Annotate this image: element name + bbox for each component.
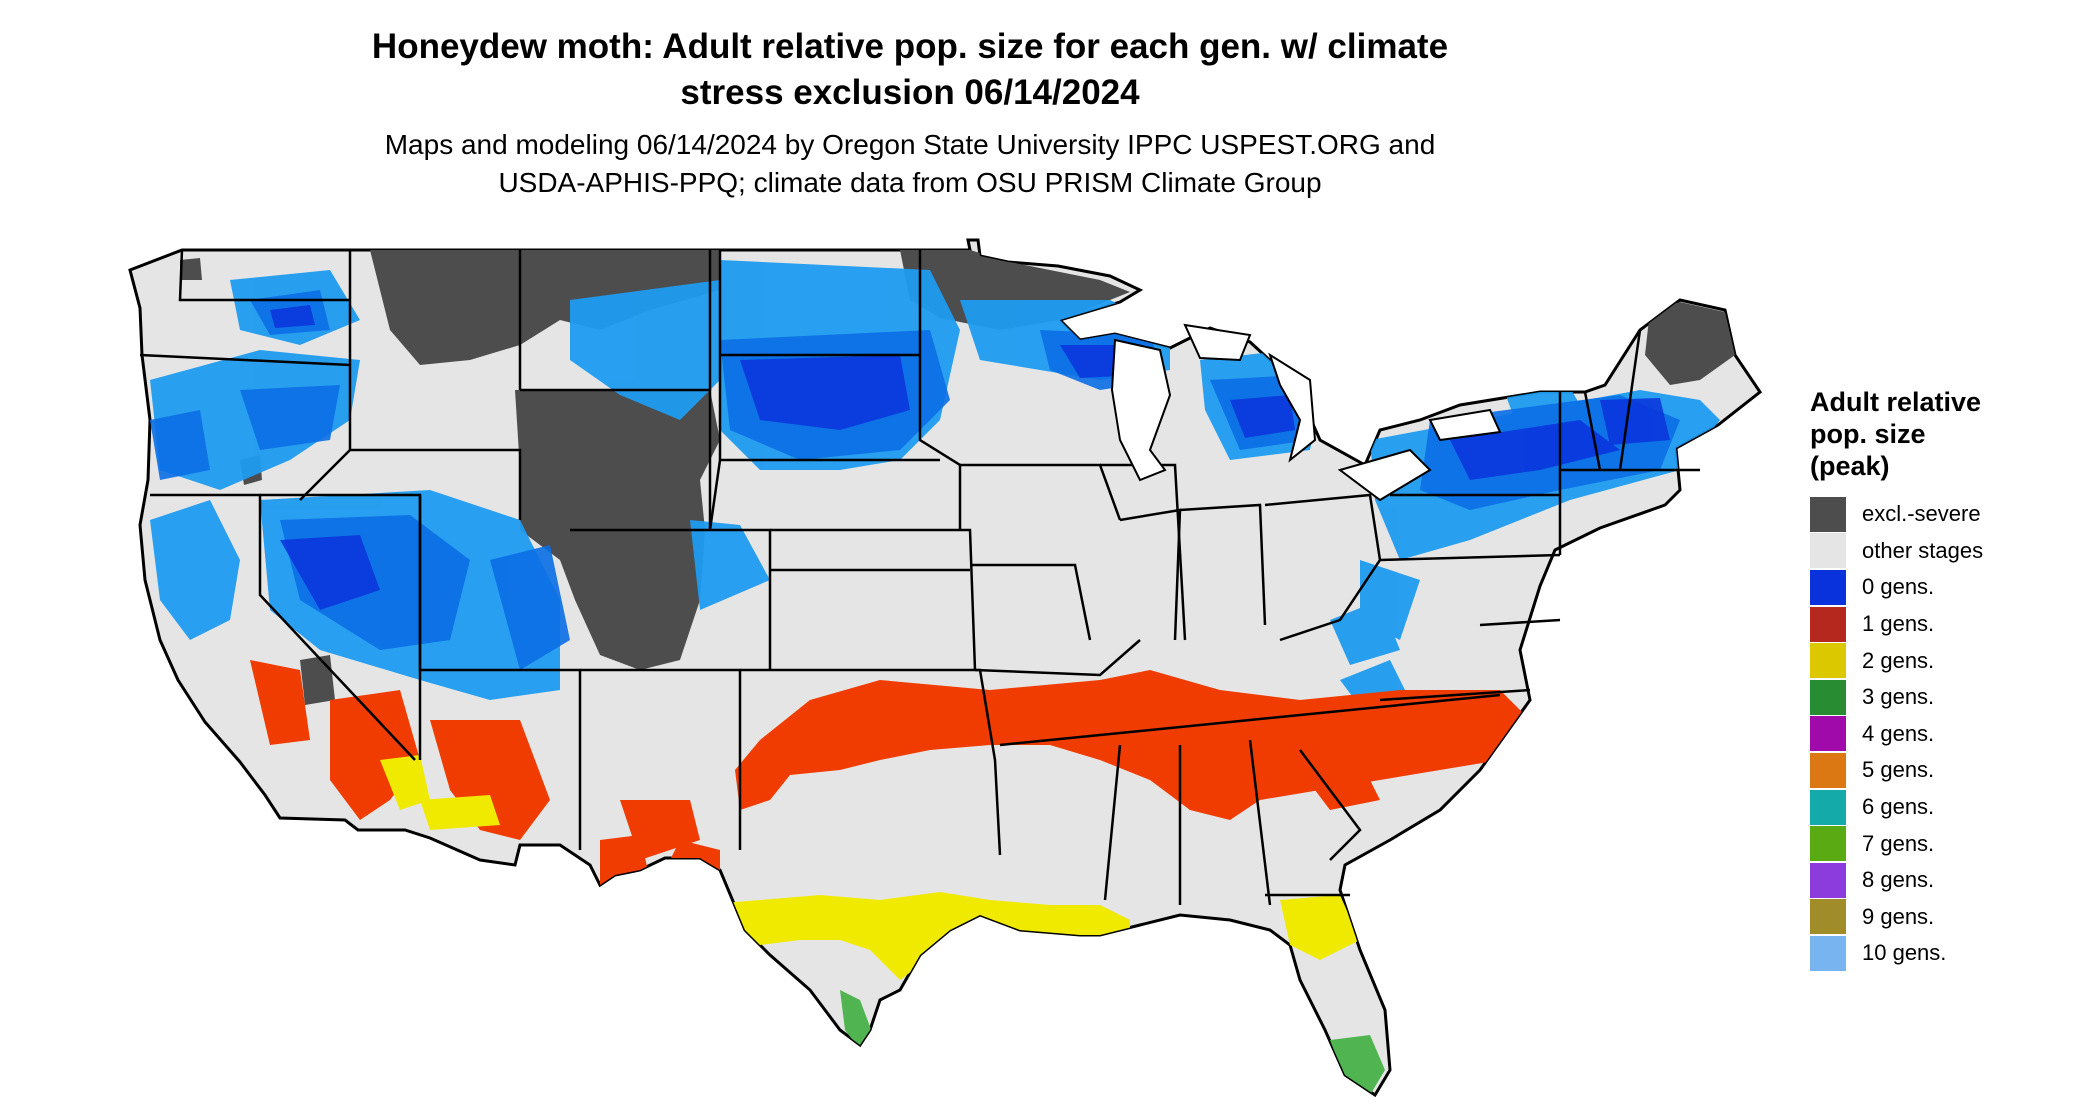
legend-item: other stages bbox=[1810, 533, 1983, 570]
legend-swatch bbox=[1810, 935, 1846, 971]
legend-swatch bbox=[1810, 606, 1846, 642]
legend-item: 1 gens. bbox=[1810, 606, 1983, 643]
map-subtitle-line2: USDA-APHIS-PPQ; climate data from OSU PR… bbox=[498, 167, 1322, 198]
us-pest-map bbox=[128, 238, 1763, 1098]
legend-title-line3: (peak) bbox=[1810, 451, 1890, 481]
legend-title-line2: pop. size bbox=[1810, 419, 1926, 449]
legend-title-line1: Adult relative bbox=[1810, 387, 1982, 417]
map-subtitle: Maps and modeling 06/14/2024 by Oregon S… bbox=[300, 126, 1520, 202]
legend-item: 8 gens. bbox=[1810, 862, 1983, 899]
legend-item: 3 gens. bbox=[1810, 679, 1983, 716]
legend-item: excl.-severe bbox=[1810, 496, 1983, 533]
legend-label: 0 gens. bbox=[1862, 574, 1935, 600]
legend-label: other stages bbox=[1862, 537, 1984, 563]
legend-item: 9 gens. bbox=[1810, 899, 1983, 936]
legend-swatch bbox=[1810, 752, 1846, 788]
legend: Adult relative pop. size (peak) excl.-se… bbox=[1810, 386, 1983, 972]
legend-swatch bbox=[1810, 679, 1846, 715]
map-title: Honeydew moth: Adult relative pop. size … bbox=[300, 24, 1520, 116]
legend-item: 10 gens. bbox=[1810, 935, 1983, 972]
legend-item: 5 gens. bbox=[1810, 752, 1983, 789]
legend-label: 9 gens. bbox=[1862, 903, 1935, 929]
great-lakes bbox=[1110, 323, 1502, 502]
legend-items: excl.-severe other stages 0 gens. 1 gens. 2 … bbox=[1810, 496, 1983, 972]
map-subtitle-line1: Maps and modeling 06/14/2024 by Oregon S… bbox=[384, 129, 1436, 160]
legend-swatch bbox=[1810, 496, 1846, 532]
legend-label: 6 gens. bbox=[1862, 794, 1935, 820]
three-gen-regions bbox=[840, 990, 1385, 1095]
legend-label: 10 gens. bbox=[1862, 940, 1947, 966]
map-title-line2: stress exclusion 06/14/2024 bbox=[680, 73, 1140, 112]
map-title-line1: Honeydew moth: Adult relative pop. size … bbox=[371, 27, 1449, 66]
legend-label: 3 gens. bbox=[1862, 684, 1935, 710]
legend-swatch bbox=[1810, 789, 1846, 825]
legend-swatch bbox=[1810, 826, 1846, 862]
legend-label: excl.-severe bbox=[1862, 501, 1981, 527]
legend-label: 1 gens. bbox=[1862, 611, 1935, 637]
legend-swatch bbox=[1810, 533, 1846, 569]
legend-swatch bbox=[1810, 862, 1846, 898]
state-borders bbox=[139, 249, 1700, 906]
legend-label: 7 gens. bbox=[1862, 830, 1935, 856]
legend-label: 8 gens. bbox=[1862, 867, 1935, 893]
two-gen-regions bbox=[380, 755, 1360, 980]
legend-swatch bbox=[1810, 569, 1846, 605]
legend-swatch bbox=[1810, 899, 1846, 935]
legend-item: 7 gens. bbox=[1810, 825, 1983, 862]
legend-swatch bbox=[1810, 643, 1846, 679]
legend-item: 2 gens. bbox=[1810, 642, 1983, 679]
legend-label: 5 gens. bbox=[1862, 757, 1935, 783]
legend-item: 0 gens. bbox=[1810, 569, 1983, 606]
legend-label: 2 gens. bbox=[1862, 647, 1935, 673]
legend-label: 4 gens. bbox=[1862, 720, 1935, 746]
legend-item: 6 gens. bbox=[1810, 789, 1983, 826]
legend-swatch bbox=[1810, 716, 1846, 752]
legend-title: Adult relative pop. size (peak) bbox=[1810, 386, 1983, 482]
legend-item: 4 gens. bbox=[1810, 716, 1983, 753]
